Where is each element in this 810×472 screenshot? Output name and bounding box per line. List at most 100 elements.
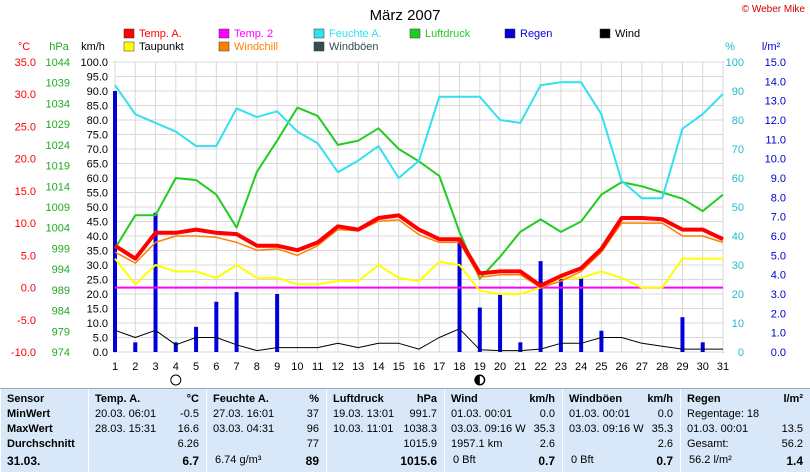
series-line <box>114 81 724 200</box>
tick-label-pressure: 1024 <box>46 140 70 152</box>
tick-label-wind: 0.0 <box>93 347 108 359</box>
stats-cell-detail: Regentage: 18 <box>687 408 760 420</box>
rain-bar <box>133 342 138 352</box>
tick-label-temp: 20.0 <box>15 154 36 166</box>
tick-label-temp: -5.0 <box>17 315 36 327</box>
stats-cell-detail: 03.03. 04:31 <box>213 423 275 435</box>
tick-label-pressure: 1009 <box>46 202 70 214</box>
stats-last-value: 0.7 <box>656 454 673 468</box>
stats-cell-detail: 27.03. 16:01 <box>213 408 275 420</box>
stats-cell-detail: 01.03. 00:01 <box>451 408 513 420</box>
tick-label-wind: 20.0 <box>87 289 108 301</box>
series-line <box>114 219 724 289</box>
tick-label-temp: 25.0 <box>15 121 36 133</box>
stats-cell-value: 56.2 <box>781 438 803 450</box>
stats-column: Windböen km/h 01.03. 00:01 0.0 03.03. 09:16 … <box>562 389 681 472</box>
rain-bar <box>275 294 280 352</box>
tick-label-humidity: 30 <box>732 260 744 272</box>
stats-last-detail: 0 Bft <box>571 454 594 466</box>
legend-swatch <box>313 28 325 39</box>
stats-cell-detail: 03.03. 09:16 W <box>451 423 526 435</box>
tick-label-wind: 65.0 <box>87 159 108 171</box>
rain-bar <box>457 239 462 352</box>
tick-label-wind: 50.0 <box>87 202 108 214</box>
stats-cell-value: 96 <box>306 423 319 435</box>
tick-label-day: 24 <box>575 361 587 373</box>
stats-cell-value: 1015.9 <box>403 438 437 450</box>
tick-label-day: 3 <box>152 361 158 373</box>
tick-label-pressure: 999 <box>52 243 70 255</box>
stats-cell-value: 1038.3 <box>403 423 437 435</box>
legend-swatch <box>313 41 325 52</box>
stats-header: Luftdruck <box>333 393 384 405</box>
stats-last-value: 89 <box>305 454 319 468</box>
rain-bar <box>579 278 584 352</box>
tick-label-day: 7 <box>234 361 240 373</box>
stats-column: Feuchte A.% 27.03. 16:01 37 03.03. 04:31 96 7… <box>206 389 327 472</box>
moon-phase-icon <box>479 376 484 384</box>
legend-swatch <box>599 28 611 39</box>
copyright-text: © Weber Mike <box>742 4 806 15</box>
tick-label-pressure: 1044 <box>46 57 70 69</box>
stats-last-detail: 0 Bft <box>453 454 476 466</box>
stats-cell-value: 991.7 <box>409 408 437 420</box>
stats-unit: hPa <box>416 393 437 405</box>
stats-cell-value: 0.0 <box>539 408 555 420</box>
tick-label-pressure: 1029 <box>46 119 70 131</box>
tick-label-day: 4 <box>173 361 179 373</box>
stats-last-date: 31.03. <box>7 454 41 468</box>
tick-label-pressure: 994 <box>52 264 70 276</box>
stats-header: Sensor <box>7 393 45 405</box>
stats-unit: l/m² <box>783 393 803 405</box>
tick-label-humidity: 90 <box>732 86 744 98</box>
stats-column: Regen l/m² Regentage: 18 01.03. 00:01 13.5 Ge… <box>680 389 810 472</box>
stats-last-value: 1015.6 <box>400 454 437 468</box>
tick-label-day: 23 <box>555 361 567 373</box>
tick-label-day: 14 <box>372 361 384 373</box>
tick-label-day: 9 <box>274 361 280 373</box>
tick-label-rain: 8.0 <box>771 192 786 204</box>
stats-cell-detail: 1957.1 km <box>451 438 503 450</box>
axis-unit-celsius: °C <box>18 41 30 53</box>
tick-label-wind: 25.0 <box>87 275 108 287</box>
tick-label-pressure: 1014 <box>46 181 70 193</box>
legend-swatch <box>409 28 421 39</box>
stats-cell-value: 2.6 <box>539 438 555 450</box>
tick-label-rain: 9.0 <box>771 173 786 185</box>
weather-chart: März 2007 © Weber Mike Temp. A. Temp. 2 Feuc… <box>10 4 806 386</box>
tick-label-rain: 3.0 <box>771 289 786 301</box>
tick-label-day: 1 <box>112 361 118 373</box>
tick-label-pressure: 1034 <box>46 98 70 110</box>
tick-label-day: 25 <box>595 361 607 373</box>
tick-label-day: 12 <box>332 361 344 373</box>
series-line <box>114 257 723 295</box>
tick-label-day: 5 <box>193 361 199 373</box>
legend-swatch <box>123 41 135 52</box>
stats-cell-value: 6.26 <box>177 438 199 450</box>
tick-label-day: 31 <box>717 361 729 373</box>
series-line <box>114 328 723 352</box>
tick-label-rain: 12.0 <box>765 115 786 127</box>
tick-label-humidity: 70 <box>732 144 744 156</box>
tick-label-day: 16 <box>413 361 425 373</box>
stats-column: Wind km/h 01.03. 00:01 0.0 03.03. 09:16 W 35.… <box>444 389 563 472</box>
rain-bar <box>113 91 117 352</box>
tick-label-day: 17 <box>433 361 445 373</box>
tick-label-day: 22 <box>534 361 546 373</box>
tick-label-wind: 95.0 <box>87 72 108 84</box>
tick-label-day: 2 <box>132 361 138 373</box>
tick-label-wind: 35.0 <box>87 246 108 258</box>
tick-label-humidity: 50 <box>732 202 744 214</box>
legend-label: Windböen <box>329 41 379 53</box>
rain-bar <box>194 326 199 352</box>
tick-label-day: 8 <box>254 361 260 373</box>
axis-unit-kmh: km/h <box>81 41 105 53</box>
tick-label-rain: 14.0 <box>765 76 786 88</box>
tick-label-day: 18 <box>453 361 465 373</box>
legend-swatch <box>504 28 516 39</box>
tick-label-wind: 100.0 <box>80 57 108 69</box>
tick-label-wind: 45.0 <box>87 217 108 229</box>
stats-header: Windböen <box>569 393 623 405</box>
stats-unit: km/h <box>529 393 555 405</box>
stats-table: Sensor MinWert MaxWert Durchschnitt 31.03. Te… <box>0 388 810 472</box>
